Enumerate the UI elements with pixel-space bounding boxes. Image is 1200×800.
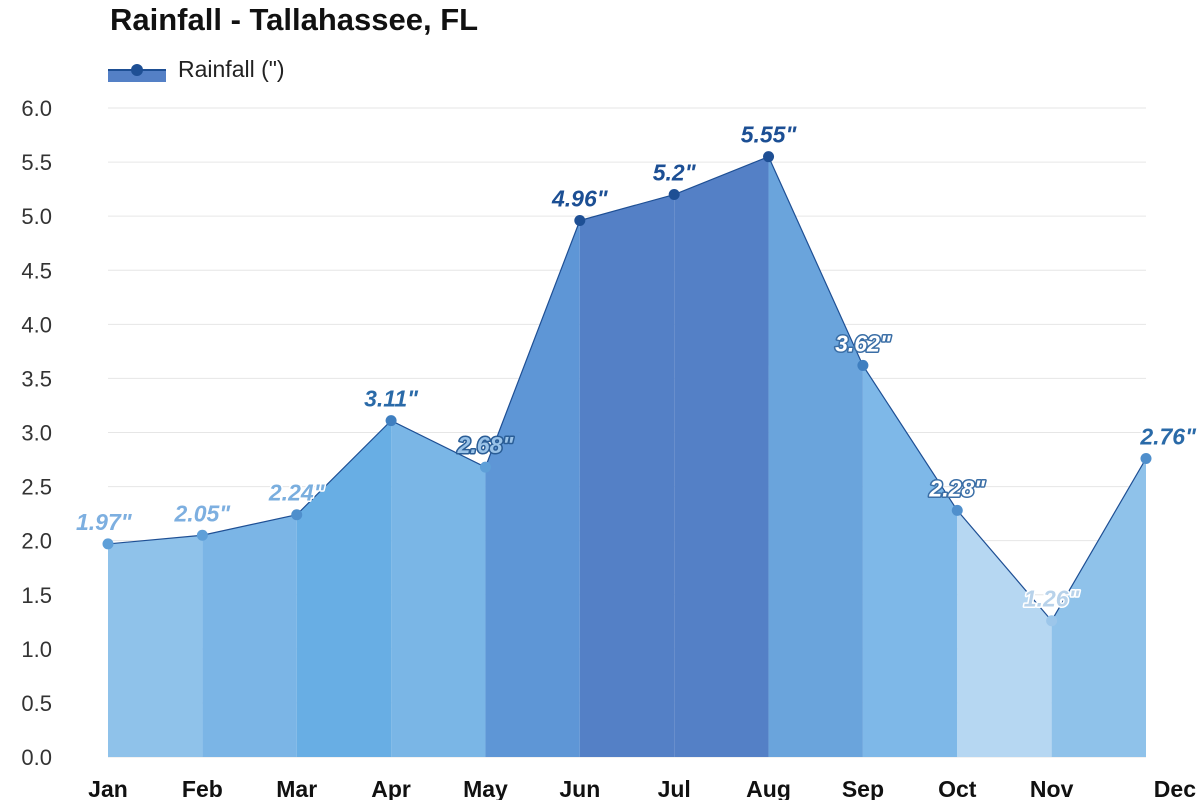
data-label-may: 2.68" xyxy=(457,432,515,458)
chart-title: Rainfall - Tallahassee, FL xyxy=(110,2,479,37)
y-tick-label: 0.0 xyxy=(21,745,52,770)
x-tick-label-oct: Oct xyxy=(938,776,977,800)
x-tick-label-jan: Jan xyxy=(88,776,128,800)
x-tick-label-jul: Jul xyxy=(658,776,691,800)
data-point-mar[interactable] xyxy=(291,509,303,521)
x-tick-label-may: May xyxy=(463,776,508,800)
y-tick-label: 3.0 xyxy=(21,421,52,446)
data-label-dec: 2.76" xyxy=(1139,423,1197,449)
data-points xyxy=(102,151,1152,627)
data-label-jul: 5.2" xyxy=(653,160,697,186)
data-point-jan[interactable] xyxy=(102,538,114,550)
data-point-jul[interactable] xyxy=(668,189,680,201)
legend-marker-icon xyxy=(108,58,166,82)
data-label-feb: 2.05" xyxy=(174,500,232,526)
data-labels: 1.97" 2.05" 2.24" 3.11" 2.68" 4.96" 5.2" 5.55" 3… xyxy=(75,120,1199,613)
data-point-nov[interactable] xyxy=(1046,615,1058,627)
y-tick-label: 5.0 xyxy=(21,204,52,229)
x-tick-label-dec: Dec xyxy=(1154,776,1196,800)
data-point-apr[interactable] xyxy=(385,415,397,427)
legend-label: Rainfall (") xyxy=(178,56,285,82)
data-point-jun[interactable] xyxy=(574,214,586,226)
x-tick-label-feb: Feb xyxy=(182,776,223,800)
y-axis: 0.0 0.5 1.0 1.5 2.0 2.5 3.0 3.5 4.0 4.5 5.0 5.5 6.0 xyxy=(21,96,52,770)
area-segment-mar xyxy=(296,420,392,757)
area-segment-aug xyxy=(768,156,863,758)
data-point-sep[interactable] xyxy=(857,359,869,371)
data-point-dec[interactable] xyxy=(1140,452,1152,464)
area-segment-oct xyxy=(957,510,1052,757)
y-tick-label: 2.5 xyxy=(21,475,52,500)
y-tick-label: 3.5 xyxy=(21,366,52,391)
data-point-aug[interactable] xyxy=(763,151,775,163)
y-tick-label: 6.0 xyxy=(21,96,52,121)
area-segments xyxy=(108,156,1146,758)
y-tick-label: 4.0 xyxy=(21,312,52,337)
legend[interactable]: Rainfall (") xyxy=(108,56,285,83)
data-label-oct: 2.28" xyxy=(928,475,986,501)
data-point-feb[interactable] xyxy=(196,529,208,541)
area-segment-nov xyxy=(1051,458,1146,757)
area-segment-apr xyxy=(391,420,486,757)
area-segment-jan xyxy=(108,535,203,757)
y-tick-label: 5.5 xyxy=(21,150,52,175)
y-tick-label: 4.5 xyxy=(21,258,52,283)
data-label-apr: 3.11" xyxy=(364,386,419,412)
x-tick-label-nov: Nov xyxy=(1030,776,1074,800)
x-tick-label-mar: Mar xyxy=(276,776,317,800)
area-segment-sep xyxy=(862,365,958,757)
data-label-jun: 4.96" xyxy=(551,185,609,211)
y-tick-label: 0.5 xyxy=(21,691,52,716)
area-segment-feb xyxy=(202,514,297,757)
x-tick-label-sep: Sep xyxy=(842,776,884,800)
x-tick-label-apr: Apr xyxy=(371,776,411,800)
data-point-oct[interactable] xyxy=(951,504,963,516)
y-tick-label: 2.0 xyxy=(21,529,52,554)
y-tick-label: 1.0 xyxy=(21,637,52,662)
data-label-aug: 5.55" xyxy=(741,122,798,148)
data-label-nov: 1.26" xyxy=(1024,586,1081,612)
area-segment-jun xyxy=(579,194,675,758)
data-point-may[interactable] xyxy=(479,461,491,473)
x-tick-label-jun: Jun xyxy=(559,776,600,800)
data-label-mar: 2.24" xyxy=(268,480,326,506)
x-tick-label-aug: Aug xyxy=(746,776,791,800)
series-polyline xyxy=(107,155,1147,622)
series-line xyxy=(107,155,1147,622)
x-axis: Jan Feb Mar Apr May Jun Jul Aug Sep Oct Nov Dec xyxy=(88,776,1196,800)
area-segment-jul xyxy=(674,156,769,758)
data-label-sep: 3.62" xyxy=(835,330,892,356)
data-label-jan: 1.97" xyxy=(76,509,133,535)
area-segment-may xyxy=(485,220,580,757)
y-tick-label: 1.5 xyxy=(21,583,52,608)
